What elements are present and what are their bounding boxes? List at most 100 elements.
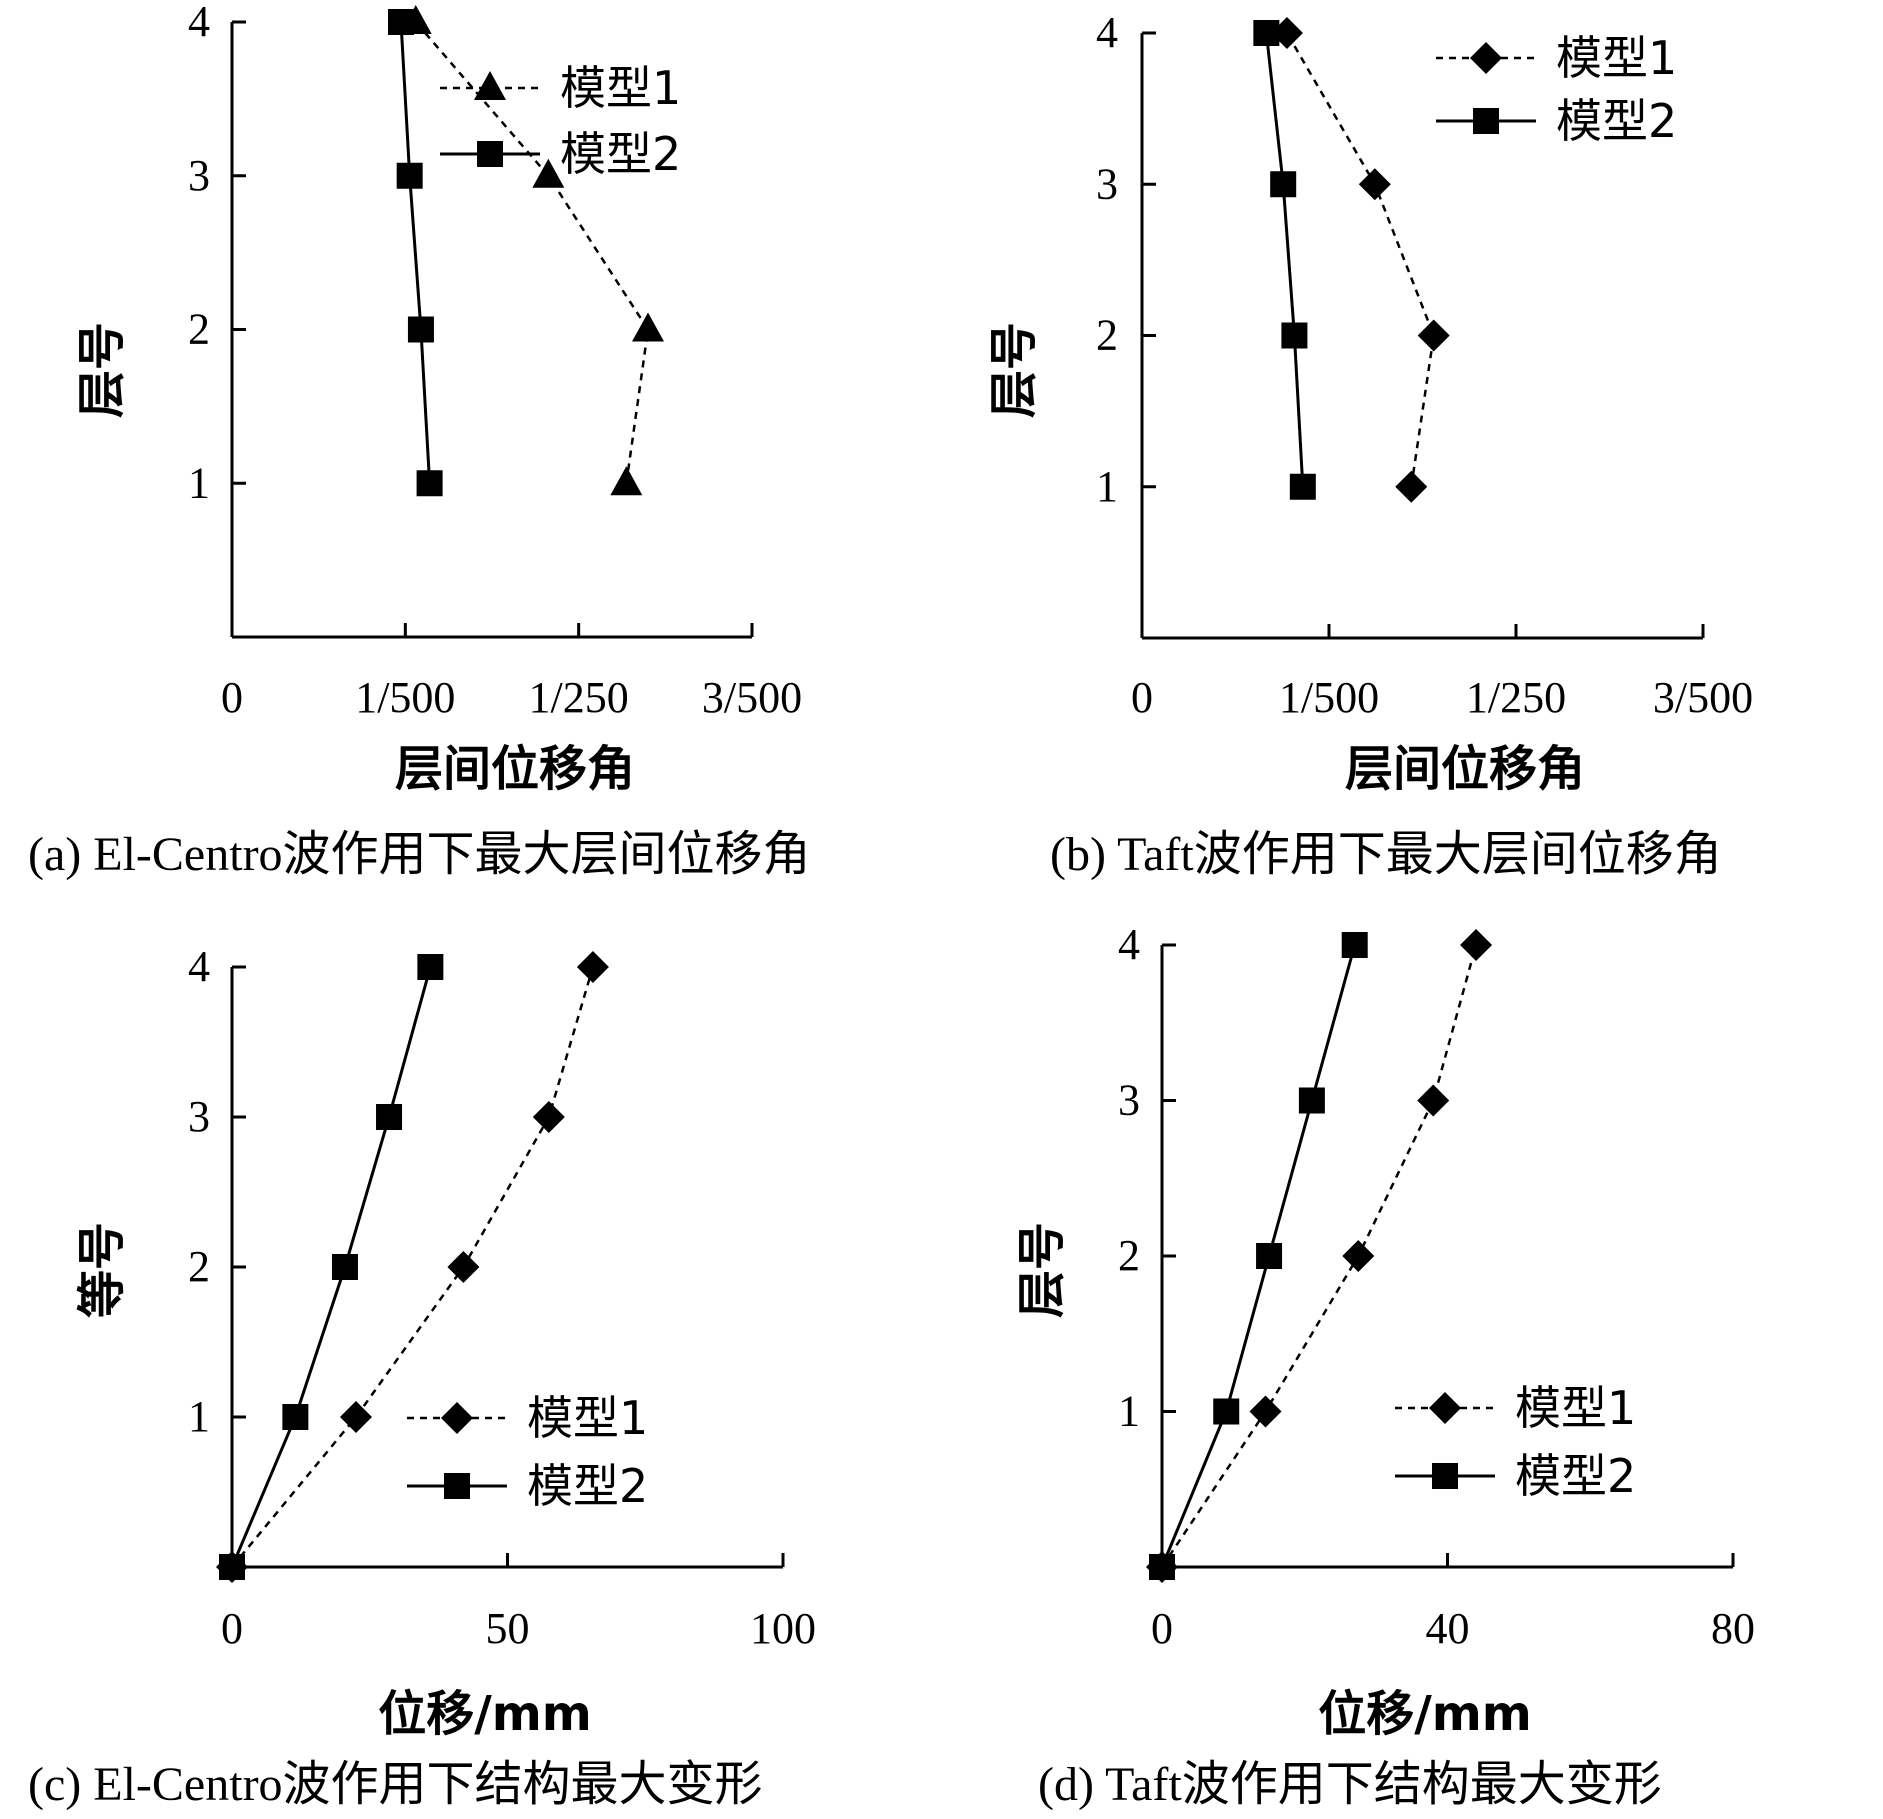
y-tick-label: 1 (1118, 1387, 1140, 1436)
x-tick-label: 0 (221, 1604, 243, 1653)
x-tick-label: 80 (1711, 1604, 1755, 1653)
legend-marker (1432, 1463, 1458, 1489)
data-point (339, 1401, 372, 1433)
x-axis-title: 层间位移角 (395, 741, 635, 797)
y-tick-label: 2 (1118, 1231, 1140, 1280)
x-tick-label: 50 (486, 1604, 530, 1653)
series-模型2 (388, 9, 443, 497)
chart-a: 0 1/500 1/250 3/500 1 2 3 4 层间位移角 层号 (a) El-Centro… (28, 0, 811, 881)
x-tick-label: 0 (1151, 1604, 1173, 1653)
y-tick-label: 3 (188, 151, 210, 200)
data-point (1256, 1243, 1283, 1269)
data-point (1417, 319, 1450, 352)
legend-marker (441, 1402, 473, 1434)
x-axis-title: 位移/mm (1318, 1686, 1532, 1742)
x-tick-label: 3/500 (702, 673, 802, 722)
x-tick-label: 0 (221, 673, 243, 722)
y-axis-title: 层号 (74, 322, 130, 418)
data-point (1298, 1087, 1325, 1114)
chart-caption: (b) Taft波作用下最大层间位移角 (1050, 828, 1722, 881)
x-axis-title: 层间位移角 (1345, 741, 1585, 797)
data-point (1249, 1395, 1282, 1428)
x-tick-label: 1/500 (1279, 673, 1379, 722)
data-point (1358, 168, 1391, 201)
y-tick-label: 1 (188, 1392, 210, 1441)
legend-label: 模型1 (1556, 31, 1677, 85)
series-模型1 (1270, 17, 1450, 503)
y-tick-label: 2 (1096, 311, 1118, 360)
data-point (447, 1251, 480, 1283)
x-tick-label: 1/500 (355, 673, 455, 722)
legend-marker (1470, 42, 1502, 74)
series-line (1264, 32, 1305, 487)
data-point (576, 951, 609, 983)
data-point (1253, 20, 1280, 46)
x-tick-label: 100 (750, 1604, 816, 1653)
data-point (388, 9, 414, 35)
chart-d: 0 40 80 1 2 3 4 位移/mm 层号 (d) Taft波作用下结构最大变形 模型1 模型2 (1014, 920, 1755, 1811)
data-point (376, 1104, 403, 1130)
y-tick-label: 1 (188, 458, 210, 507)
chart-b: 0 1/500 1/250 3/500 1 2 3 4 层间位移角 层号 (b) Taft波作用下最… (986, 8, 1753, 881)
data-point (282, 1404, 309, 1430)
data-point (416, 470, 443, 497)
y-axis-title: 层号 (986, 322, 1042, 418)
data-point (1341, 932, 1368, 958)
y-tick-label: 4 (188, 0, 210, 46)
data-point (1289, 473, 1316, 500)
data-point (331, 1254, 358, 1280)
legend-label: 模型2 (560, 127, 681, 181)
y-tick-label: 2 (188, 305, 210, 354)
series-模型2 (219, 954, 444, 1580)
y-tick-label: 3 (1118, 1076, 1140, 1125)
data-point (1417, 1084, 1450, 1117)
y-tick-label: 4 (188, 942, 210, 991)
data-point (396, 162, 423, 189)
data-point (1342, 1240, 1375, 1272)
series-模型2 (1253, 20, 1316, 500)
series-line (1285, 32, 1436, 487)
data-point (1270, 171, 1297, 198)
series-line (399, 21, 432, 484)
series-模型2 (1149, 932, 1368, 1580)
chart-caption: (c) El-Centro波作用下结构最大变形 (28, 1758, 763, 1811)
y-axis-title: 层号 (1014, 1222, 1070, 1318)
x-tick-label: 3/500 (1653, 673, 1753, 722)
legend-label: 模型2 (1556, 94, 1677, 148)
y-tick-label: 1 (1096, 462, 1118, 511)
legend-marker (477, 141, 503, 167)
data-point (632, 312, 664, 342)
series-line (230, 966, 432, 1568)
x-tick-label: 1/250 (1466, 673, 1566, 722)
chart-c: 0 50 100 1 2 3 4 位移/mm 等号 (c) El-Centro波作用下结构最大变形… (28, 942, 816, 1811)
y-tick-label: 3 (1096, 159, 1118, 208)
data-point (532, 1101, 565, 1133)
x-tick-label: 40 (1426, 1604, 1470, 1653)
x-tick-label: 1/250 (529, 673, 629, 722)
y-axis-title: 等号 (74, 1222, 130, 1318)
legend-label: 模型1 (1515, 1381, 1636, 1435)
series-line (1160, 944, 1478, 1568)
x-tick-label: 0 (1131, 673, 1153, 722)
legend-label: 模型1 (560, 61, 681, 115)
data-point (1281, 322, 1308, 349)
chart-caption: (a) El-Centro波作用下最大层间位移角 (28, 828, 811, 881)
data-point (1395, 470, 1428, 503)
data-point (219, 1554, 245, 1580)
y-tick-label: 4 (1096, 8, 1118, 57)
legend-marker (474, 71, 506, 100)
data-point (407, 316, 434, 343)
y-tick-label: 4 (1118, 920, 1140, 969)
legend-label: 模型2 (527, 1459, 648, 1513)
legend-label: 模型1 (527, 1391, 648, 1445)
chart-caption: (d) Taft波作用下结构最大变形 (1038, 1758, 1662, 1811)
y-tick-label: 3 (188, 1092, 210, 1141)
data-point (1460, 929, 1493, 961)
data-point (610, 466, 643, 496)
legend-marker (444, 1473, 470, 1499)
legend-label: 模型2 (1515, 1449, 1636, 1503)
legend-marker (1473, 108, 1499, 134)
data-point (417, 954, 444, 980)
data-point (532, 158, 565, 188)
